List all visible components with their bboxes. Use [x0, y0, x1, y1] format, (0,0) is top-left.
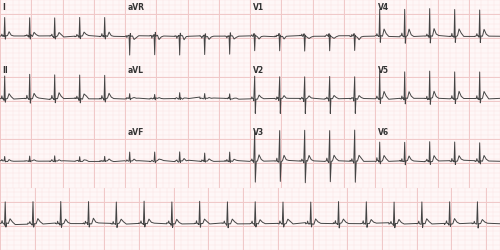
Text: V2: V2	[252, 66, 264, 74]
Text: V1: V1	[252, 3, 264, 12]
Text: aVR: aVR	[128, 3, 144, 12]
Text: I: I	[2, 3, 6, 12]
Text: V3: V3	[252, 128, 264, 137]
Text: aVL: aVL	[128, 66, 144, 74]
Text: V6: V6	[378, 128, 388, 137]
Text: V4: V4	[378, 3, 388, 12]
Text: II: II	[2, 66, 8, 74]
Text: aVF: aVF	[128, 128, 144, 137]
Text: V5: V5	[378, 66, 388, 74]
